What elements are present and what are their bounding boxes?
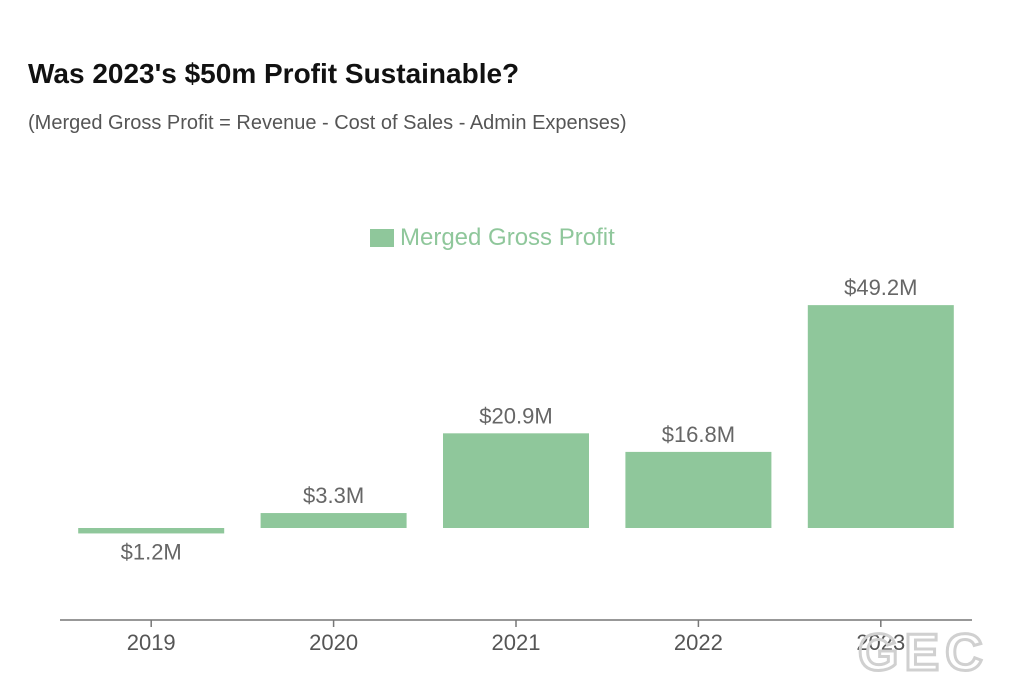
bar-2022 xyxy=(625,451,772,528)
bar-2020 xyxy=(260,513,407,528)
data-label-2023: $49.2M xyxy=(844,275,917,300)
data-label-2019: $1.2M xyxy=(121,539,182,564)
data-label-2020: $3.3M xyxy=(303,483,364,508)
chart-subtitle: (Merged Gross Profit = Revenue - Cost of… xyxy=(28,112,627,134)
bar-2019 xyxy=(78,528,225,534)
x-tick-label-2019: 2019 xyxy=(127,630,176,655)
x-tick-label-2020: 2020 xyxy=(309,630,358,655)
chart-title: Was 2023's $50m Profit Sustainable? xyxy=(28,58,520,89)
gec-watermark-logo: GEC xyxy=(858,624,989,682)
bar-2023 xyxy=(807,305,954,528)
legend-swatch xyxy=(370,229,394,247)
x-tick-label-2021: 2021 xyxy=(492,630,541,655)
x-tick-label-2022: 2022 xyxy=(674,630,723,655)
x-tick-label-2023: 2023 xyxy=(856,630,905,655)
data-label-2022: $16.8M xyxy=(662,422,735,447)
bar-2021 xyxy=(443,433,589,528)
legend: Merged Gross Profit xyxy=(370,224,615,251)
data-label-2021: $20.9M xyxy=(479,403,552,428)
legend-label: Merged Gross Profit xyxy=(400,224,615,251)
